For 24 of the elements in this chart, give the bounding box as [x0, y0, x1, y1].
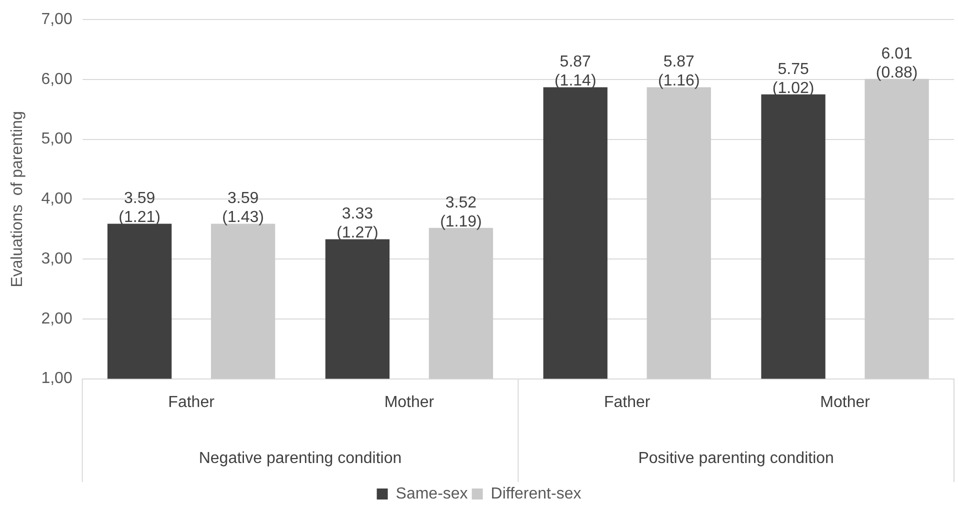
x-tick-label: Father — [604, 394, 651, 411]
data-label: 6.01 (0.88) — [876, 45, 918, 82]
data-label: 3.33 (1.27) — [336, 206, 378, 242]
y-tick-label: 1,00 — [41, 370, 72, 388]
legend-label: Different-sex — [490, 485, 582, 502]
data-label: 5.87 (1.14) — [554, 54, 596, 90]
text: Negative parenting condition — [198, 450, 402, 468]
x-tick-label: Father — [168, 394, 216, 411]
x-tick-label: Mother — [820, 394, 871, 411]
data-label: 3.59 (1.43) — [222, 190, 264, 226]
data-label: 3.52 (1.19) — [440, 194, 482, 230]
data-label: 3.59 (1.21) — [118, 190, 160, 226]
text: Positive parenting condition — [638, 450, 834, 468]
y-tick-label: 5,00 — [41, 130, 72, 148]
y-tick-label: 2,00 — [41, 310, 72, 328]
legend-label: Same-sex — [396, 485, 468, 502]
y-tick-label: 4,00 — [41, 190, 72, 208]
data-label: 5.75 (1.02) — [772, 60, 814, 97]
data-label: 5.87 (1.16) — [658, 54, 700, 90]
y-tick-label: 7,00 — [41, 11, 72, 28]
y-axis-title: Evaluations of parenting — [9, 111, 26, 288]
y-tick-label: 6,00 — [41, 70, 72, 88]
x-tick-label: Mother — [384, 394, 435, 411]
y-tick-label: 3,00 — [41, 250, 72, 268]
